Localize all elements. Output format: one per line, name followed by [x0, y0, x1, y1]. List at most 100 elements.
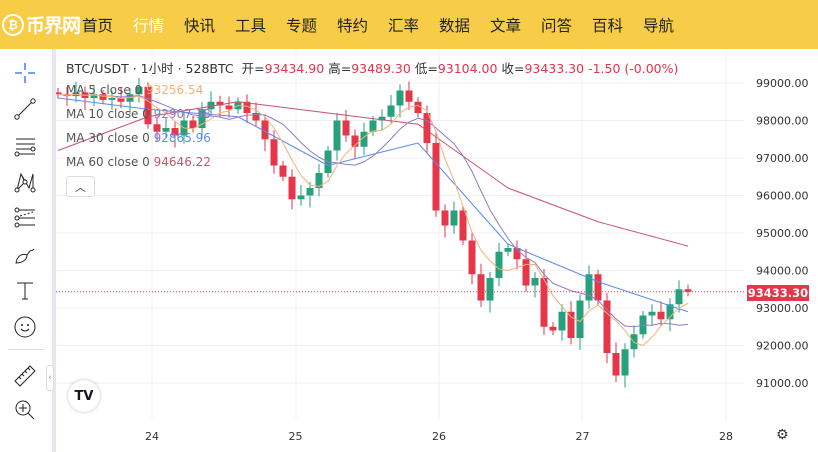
fib-icon[interactable] [10, 203, 40, 233]
candle-body [513, 248, 521, 260]
ma-legend-item: MA 5 close 0 93256.54 [66, 83, 203, 97]
logo-text: 币界网 [26, 15, 81, 37]
candle-body [99, 94, 107, 100]
site-logo[interactable]: ₿ 币界网 [2, 11, 81, 38]
candle-body [369, 120, 377, 132]
candle-body [531, 278, 539, 286]
candle-body [459, 210, 467, 241]
candle-body [603, 300, 611, 353]
ma-legend-item: MA 60 close 0 94646.22 [66, 155, 211, 169]
candle-body [135, 86, 143, 95]
ma-value: 92907.38 [153, 107, 211, 121]
candle-body [270, 139, 278, 166]
candle-body [153, 124, 161, 132]
x-tick-label: 25 [289, 430, 303, 443]
open-value: 93434.90 [264, 61, 325, 76]
candle-body [162, 128, 170, 132]
candle-body [621, 349, 629, 376]
tradingview-logo[interactable]: TV [68, 380, 100, 412]
last-price-tag: 93433.30 [747, 285, 809, 301]
ma-label: MA 60 close 0 [66, 155, 150, 169]
ma10-line [57, 93, 689, 328]
candle-body [504, 248, 512, 252]
emoji-icon[interactable] [10, 312, 40, 342]
ruler-icon[interactable] [10, 361, 40, 391]
candle-body [522, 259, 530, 286]
change-value: -1.50 (-0.00%) [588, 61, 679, 76]
drawing-toolbar [0, 49, 52, 452]
candle-body [567, 311, 575, 338]
nav-item[interactable]: 首页 [81, 16, 113, 35]
candle-body [648, 311, 656, 316]
ma-legend-item: MA 10 close 0 92907.38 [66, 107, 211, 121]
ma-label: MA 10 close 0 [66, 107, 150, 121]
candle-body [144, 86, 152, 125]
brush-icon[interactable] [10, 240, 40, 270]
nav-item[interactable]: 百科 [591, 16, 623, 35]
candle-body [432, 143, 440, 211]
y-tick-label: 95000.00 [756, 227, 809, 240]
candle-body [666, 304, 674, 320]
toolbar-separator [52, 49, 56, 452]
ma-value: 92865.96 [153, 131, 211, 145]
candle-body [243, 101, 251, 113]
y-tick-label: 91000.00 [756, 377, 809, 390]
candle-body [684, 289, 692, 292]
symbol-label[interactable]: BTC/USDT · 1小时 · 528BTC [66, 61, 234, 76]
pattern-icon[interactable] [10, 167, 40, 197]
toolbar-divider [8, 349, 44, 350]
candle-body [56, 92, 62, 95]
y-tick-label: 96000.00 [756, 190, 809, 203]
collapse-toolbar-button[interactable]: ‹ [46, 365, 54, 391]
candle-body [414, 101, 422, 113]
candle-body [342, 120, 350, 136]
candle-body [468, 240, 476, 275]
low-value: 93104.00 [437, 61, 498, 76]
nav-item[interactable]: 专题 [285, 16, 317, 35]
close-label: 收= [501, 61, 525, 76]
nav-menu: 首页 行情 快讯 工具 专题 特约 汇率 数据 文章 问答 百科 导航 [80, 14, 692, 36]
ohlc-legend: BTC/USDT · 1小时 · 528BTC 开=93434.90 高=934… [66, 58, 678, 77]
candle-body [540, 278, 548, 327]
crosshair-icon[interactable] [10, 58, 40, 88]
x-tick-label: 26 [432, 430, 446, 443]
y-tick-label: 99000.00 [756, 77, 809, 90]
nav-item[interactable]: 文章 [489, 16, 521, 35]
y-tick-label: 97000.00 [756, 152, 809, 165]
zoom-in-icon[interactable] [10, 395, 40, 425]
candle-body [423, 113, 431, 143]
candle-body [216, 101, 224, 106]
nav-item[interactable]: 行情 [132, 16, 164, 35]
candle-body [585, 274, 593, 301]
x-tick-label: 27 [576, 430, 590, 443]
open-label: 开= [241, 61, 265, 76]
candlestick-chart[interactable]: 99000.00 98000.00 97000.00 96000.00 95000.00… [56, 49, 818, 452]
candle-body [315, 173, 323, 188]
candle-body [306, 188, 314, 196]
candle-body [117, 98, 125, 102]
settings-icon[interactable]: ⚙ [776, 427, 789, 443]
candle-body [288, 176, 296, 200]
candle-body [657, 311, 665, 320]
ma-label: MA 30 close 0 [66, 131, 150, 145]
candle-body [198, 109, 206, 128]
ma30-line [57, 97, 689, 313]
text-icon[interactable] [10, 276, 40, 306]
horizontal-lines-icon[interactable] [10, 131, 40, 161]
candle-body [225, 105, 233, 110]
nav-item[interactable]: 特约 [336, 16, 368, 35]
bitcoin-logo-icon: ₿ [2, 13, 24, 36]
trend-line-icon[interactable] [10, 94, 40, 124]
nav-item[interactable]: 数据 [438, 16, 470, 35]
collapse-legend-button[interactable]: ︿ [66, 176, 95, 197]
ma60-line [57, 101, 689, 247]
nav-item[interactable]: 快讯 [183, 16, 215, 35]
nav-item[interactable]: 导航 [642, 16, 674, 35]
nav-item[interactable]: 工具 [234, 16, 266, 35]
nav-item[interactable]: 汇率 [387, 16, 419, 35]
candle-body [279, 165, 287, 177]
candle-body [378, 116, 386, 121]
nav-item[interactable]: 问答 [540, 16, 572, 35]
candle-body [441, 210, 449, 226]
top-nav-bar: ₿ 币界网 首页 行情 快讯 工具 专题 特约 汇率 数据 文章 问答 百科 导航 [0, 0, 818, 49]
